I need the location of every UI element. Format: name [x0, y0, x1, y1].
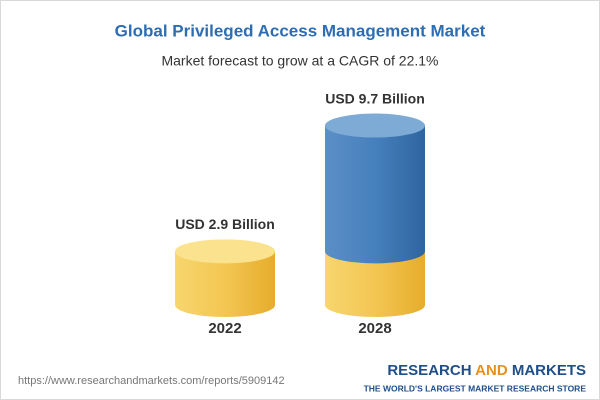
source-url: https://www.researchandmarkets.com/repor… — [18, 375, 285, 387]
brand: RESEARCH AND MARKETS — [387, 362, 586, 379]
value-label: USD 9.7 Billion — [325, 90, 425, 106]
brand-word: RESEARCH — [387, 362, 471, 379]
x-tick-label: 2028 — [358, 320, 391, 337]
chart-title: Global Privileged Access Management Mark… — [115, 21, 486, 40]
cylinder-top — [325, 113, 425, 138]
x-tick-label: 2022 — [208, 320, 241, 337]
cylinder-body — [175, 251, 275, 317]
cylinder-body — [325, 125, 425, 264]
tagline: THE WORLD'S LARGEST MARKET RESEARCH STOR… — [364, 383, 587, 393]
cylinder-top — [175, 239, 275, 264]
cylinder-segment — [325, 251, 425, 317]
brand-word: MARKETS — [512, 362, 586, 379]
chart-subtitle: Market forecast to grow at a CAGR of 22.… — [161, 53, 438, 69]
brand-word: AND — [475, 362, 508, 379]
value-label: USD 2.9 Billion — [175, 216, 275, 232]
